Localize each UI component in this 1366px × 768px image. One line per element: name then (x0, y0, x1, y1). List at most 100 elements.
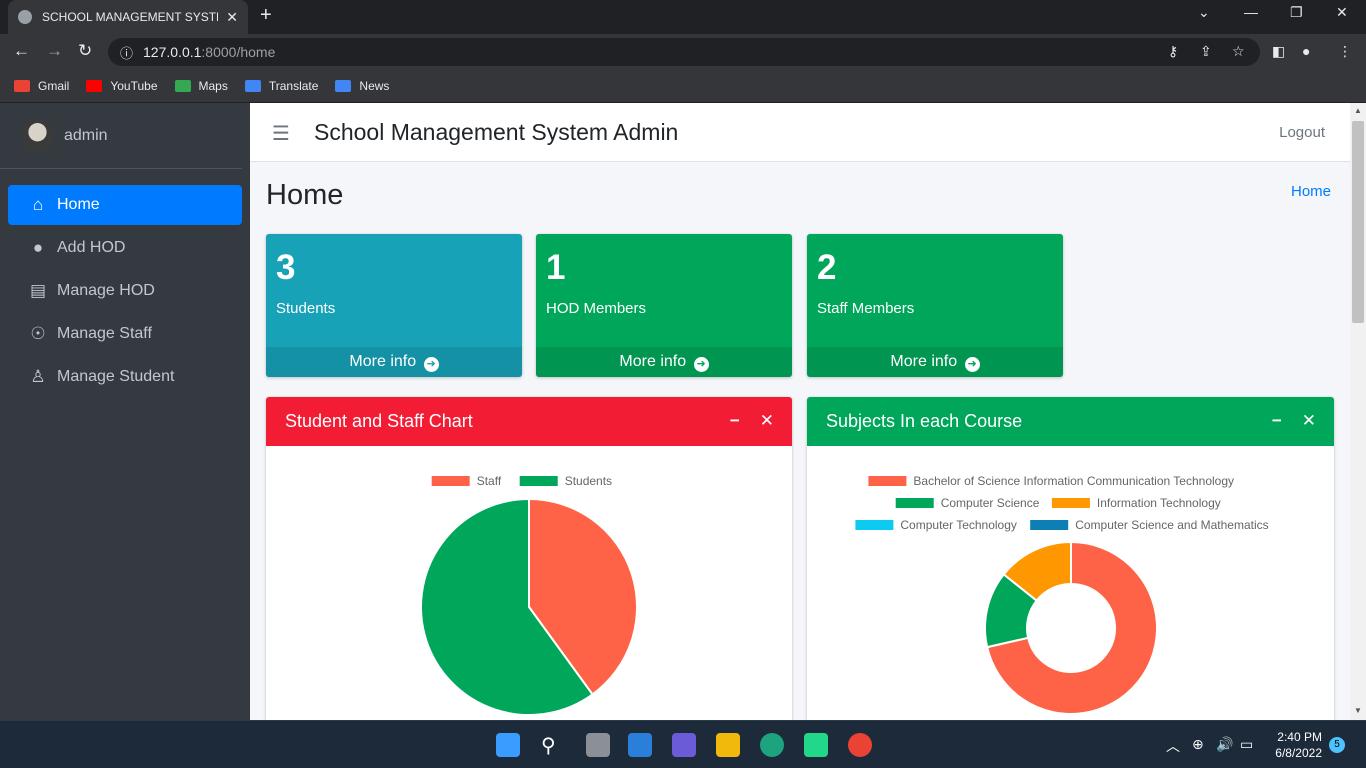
back-icon[interactable]: ← (13, 41, 30, 60)
legend-swatch[interactable] (855, 520, 894, 530)
student-staff-chart-card: Student and Staff Chart − ✕ Staff Students (266, 397, 792, 727)
info-icon[interactable]: ⓘ (120, 45, 134, 61)
id-card-icon: ▤ (29, 281, 47, 300)
page-brand: School Management System Admin (314, 119, 679, 145)
edge-icon[interactable] (760, 733, 784, 757)
bookmark-youtube[interactable]: YouTube (86, 79, 158, 93)
url-host: 127.0.0.1 (143, 44, 202, 60)
hamburger-icon[interactable]: ☰ (272, 123, 290, 145)
url-input[interactable]: ⓘ 127.0.0.1:8000/home (108, 38, 1260, 66)
chat-icon[interactable] (672, 733, 696, 757)
star-icon[interactable]: ☆ (1232, 43, 1245, 59)
close-icon[interactable]: ✕ (1301, 411, 1316, 430)
profile-icon[interactable]: ● (1302, 43, 1311, 59)
forward-icon[interactable]: → (46, 41, 63, 60)
staff-label: Staff Members (817, 300, 915, 317)
legend-swatch[interactable] (895, 498, 934, 508)
pie-slice[interactable] (528, 497, 638, 696)
reload-icon[interactable]: ↻ (78, 41, 93, 60)
pie-slice[interactable] (1002, 540, 1072, 602)
staff-more-info-link[interactable]: More info ➜ (807, 347, 1063, 377)
bookmark-gmail[interactable]: Gmail (14, 79, 69, 93)
top-navbar: ☰ School Management System Admin Logout (250, 103, 1350, 162)
bookmark-translate[interactable]: Translate (244, 79, 318, 93)
legend-swatch[interactable] (868, 476, 907, 486)
hod-count: 1 (546, 248, 566, 287)
pie-slice[interactable] (985, 540, 1158, 715)
legend-swatch[interactable] (431, 476, 470, 486)
key-icon[interactable]: ⚷ (1168, 43, 1179, 59)
card-title: Student and Staff Chart (285, 411, 473, 431)
close-icon[interactable]: ✕ (759, 411, 774, 430)
battery-icon[interactable]: ▭ (1240, 736, 1254, 752)
legend-label[interactable]: Computer Technology (900, 518, 1017, 532)
globe-icon (18, 10, 32, 24)
chevron-up-icon[interactable]: ︿ (1166, 738, 1180, 754)
share-icon[interactable]: ⇪ (1200, 43, 1212, 59)
notification-badge[interactable]: 5 (1329, 737, 1345, 753)
youtube-icon (86, 80, 103, 92)
new-tab-button[interactable]: + (260, 4, 272, 26)
subjects-doughnut-chart: Bachelor of Science Information Communic… (855, 474, 1269, 715)
maximize-button[interactable]: ❐ (1290, 4, 1303, 20)
sidebar-item-label: Add HOD (57, 239, 126, 256)
bookmark-label: YouTube (110, 79, 158, 93)
students-box: 3 Students More info ➜ (266, 234, 522, 377)
search-icon[interactable]: ⚲ (541, 735, 556, 757)
chrome-icon[interactable] (848, 733, 872, 757)
sidebar-item-manage-hod[interactable]: ▤ Manage HOD (8, 271, 242, 311)
legend-swatch[interactable] (1051, 498, 1090, 508)
hod-more-info-link[interactable]: More info ➜ (536, 347, 792, 377)
legend-label[interactable]: Staff (477, 474, 502, 488)
user-panel[interactable]: admin (0, 103, 242, 169)
logout-link[interactable]: Logout (1279, 124, 1325, 141)
language-icon[interactable]: ⊕ (1192, 736, 1204, 752)
bookmark-label: News (359, 79, 390, 93)
child-icon: ♙ (30, 367, 46, 386)
file-explorer-icon[interactable] (716, 733, 740, 757)
bookmark-news[interactable]: News (335, 79, 389, 93)
minus-icon[interactable]: − (729, 411, 740, 430)
pie-slice[interactable] (420, 497, 594, 716)
legend-swatch[interactable] (519, 476, 558, 486)
legend-label[interactable]: Bachelor of Science Information Communic… (913, 474, 1234, 488)
more-menu-icon[interactable]: ⋮ (1338, 43, 1352, 59)
minus-icon[interactable]: − (1271, 411, 1282, 430)
pycharm-icon[interactable] (804, 733, 828, 757)
legend-label[interactable]: Students (565, 474, 612, 488)
legend-label[interactable]: Computer Science (941, 496, 1040, 510)
close-tab-icon[interactable]: ✕ (226, 8, 238, 25)
scroll-up-icon[interactable]: ▲ (1354, 106, 1362, 115)
volume-icon[interactable]: 🔊 (1216, 736, 1234, 752)
breadcrumb[interactable]: Home (1291, 183, 1332, 200)
scrollbar-thumb[interactable] (1352, 121, 1364, 323)
task-view-icon[interactable] (586, 733, 610, 757)
students-count: 3 (276, 248, 296, 287)
bookmark-maps[interactable]: Maps (174, 79, 228, 93)
maps-icon (174, 80, 191, 92)
sidebar-item-home[interactable]: ⌂ Home (8, 185, 242, 225)
clock[interactable]: 2:40 PM 6/8/2022 (1275, 729, 1322, 761)
sidebar-item-label: Home (57, 196, 100, 213)
minimize-button[interactable]: — (1244, 4, 1258, 20)
scroll-down-icon[interactable]: ▼ (1354, 706, 1362, 715)
translate-icon (244, 80, 261, 92)
legend-label[interactable]: Computer Science and Mathematics (1075, 518, 1268, 532)
legend-label[interactable]: Information Technology (1097, 496, 1221, 510)
side-panel-icon[interactable]: ◧ (1272, 43, 1286, 59)
tab-title: SCHOOL MANAGEMENT SYSTEM (42, 10, 219, 24)
sidebar-item-label: Manage Student (57, 368, 175, 385)
tab-search-icon[interactable]: ⌄ (1198, 4, 1210, 20)
browser-tab[interactable]: SCHOOL MANAGEMENT SYSTEM ✕ (8, 0, 248, 34)
sidebar-item-add-hod[interactable]: ● Add HOD (8, 228, 242, 268)
sidebar-item-manage-staff[interactable]: ☉ Manage Staff (8, 314, 242, 354)
legend-swatch[interactable] (1030, 520, 1069, 530)
students-more-info-link[interactable]: More info ➜ (266, 347, 522, 377)
page-title: Home (266, 179, 344, 211)
avatar (21, 119, 54, 152)
widgets-icon[interactable] (628, 733, 652, 757)
close-window-button[interactable]: ✕ (1336, 4, 1348, 20)
windows-start-icon[interactable] (496, 733, 520, 757)
page-scrollbar[interactable]: ▲ ▼ (1350, 103, 1366, 720)
sidebar-item-manage-student[interactable]: ♙ Manage Student (8, 357, 242, 397)
